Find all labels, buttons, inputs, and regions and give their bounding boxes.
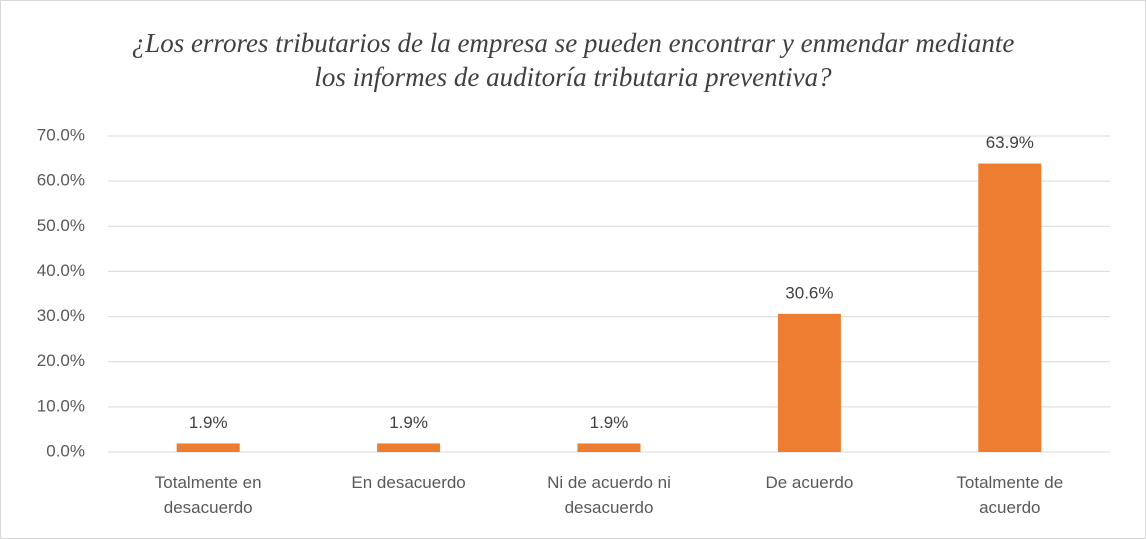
y-tick-label: 0.0%	[46, 441, 85, 460]
y-tick-label: 70.0%	[37, 125, 85, 144]
x-tick-label: De acuerdo	[765, 473, 854, 492]
y-tick-label: 30.0%	[37, 306, 85, 325]
bar	[176, 443, 240, 452]
y-tick-label: 10.0%	[37, 396, 85, 415]
bar	[978, 163, 1042, 452]
data-label: 63.9%	[986, 133, 1034, 152]
data-label: 1.9%	[189, 413, 228, 432]
chart-title: ¿Los errores tributarios de la empresa s…	[131, 28, 1015, 92]
bar	[777, 313, 841, 452]
y-tick-label: 60.0%	[37, 171, 85, 190]
x-tick-label: Ni de acuerdo ni desacuerdo	[547, 473, 671, 517]
data-label: 30.6%	[785, 283, 833, 302]
data-label: 1.9%	[590, 413, 629, 432]
y-tick-label: 20.0%	[37, 351, 85, 370]
bar	[577, 443, 641, 452]
data-label: 1.9%	[389, 413, 428, 432]
x-tick-label: Totalmente en desacuerdo	[154, 473, 262, 517]
bar	[377, 443, 441, 452]
x-tick-label: En desacuerdo	[351, 473, 466, 492]
y-tick-label: 50.0%	[37, 216, 85, 235]
x-tick-label: Totalmente de acuerdo	[956, 473, 1064, 517]
y-tick-label: 40.0%	[37, 261, 85, 280]
